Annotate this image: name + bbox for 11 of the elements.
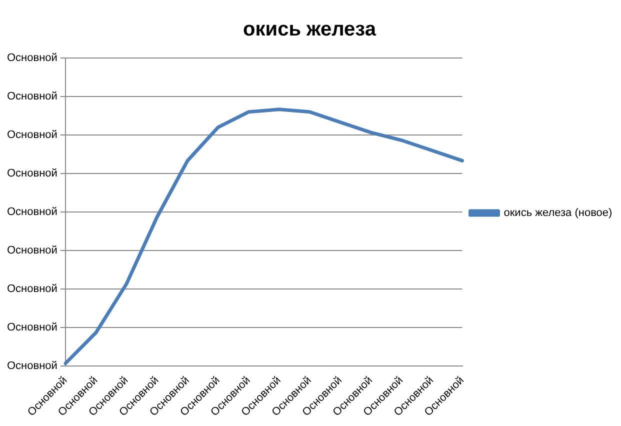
text: Основной xyxy=(6,360,58,372)
text: Основной xyxy=(6,283,58,296)
text: Основной xyxy=(6,168,58,180)
text: Основной xyxy=(6,52,58,64)
text: Основной xyxy=(6,90,58,103)
text: Основной xyxy=(6,322,58,334)
legend-label: окись железа (новое) xyxy=(504,207,612,220)
text: Основной xyxy=(6,206,58,218)
text: Основной xyxy=(6,244,58,257)
text: Основной xyxy=(6,129,58,142)
chart-title: окись железа xyxy=(243,18,377,41)
